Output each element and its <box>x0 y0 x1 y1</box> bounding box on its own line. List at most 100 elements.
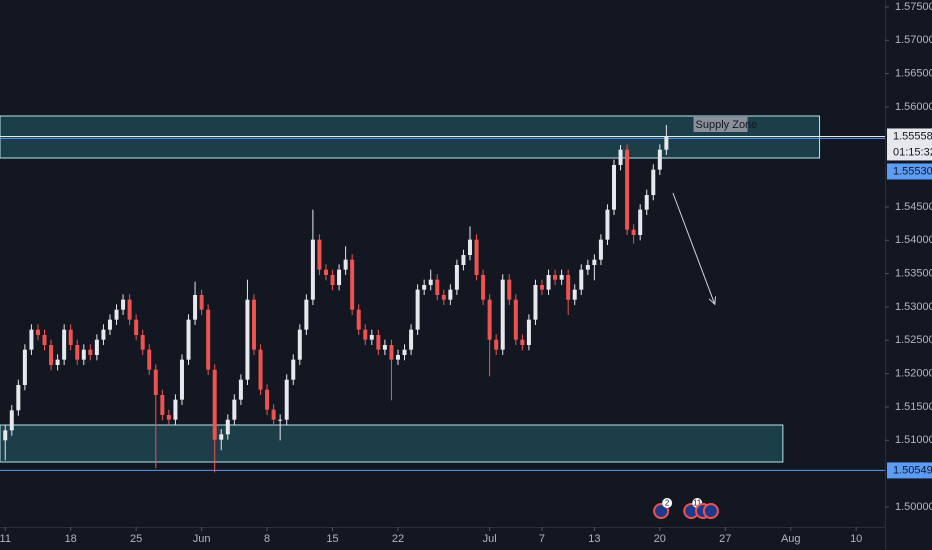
zone <box>0 115 821 159</box>
x-tick-label: 25 <box>130 533 142 545</box>
candle-body <box>500 279 505 350</box>
price-label: 1.55530 <box>893 165 932 177</box>
x-tick-label: 11 <box>0 533 11 545</box>
event-icon <box>702 503 719 519</box>
candle-body <box>166 415 171 420</box>
candle-body <box>107 319 112 330</box>
candle-body <box>422 285 427 290</box>
candle-body <box>481 275 486 300</box>
y-tick-label: 1.52500 <box>895 334 932 346</box>
y-tick-label: 1.50000 <box>895 501 932 513</box>
candle-body <box>291 359 296 380</box>
candle-body <box>206 309 211 370</box>
event-count: 11 <box>693 499 702 508</box>
y-tick-label: 1.56000 <box>895 101 932 113</box>
candle-body <box>42 335 47 345</box>
arrow <box>672 192 716 305</box>
candle-body <box>435 279 440 295</box>
candle-body <box>114 309 119 320</box>
candle-body <box>81 349 86 360</box>
price-label-box <box>887 128 932 161</box>
y-tick-label: 1.51000 <box>895 434 932 446</box>
candle-body <box>265 389 270 410</box>
candle-body <box>618 149 623 165</box>
candle-body <box>88 349 93 355</box>
y-tick-label: 1.57500 <box>895 1 932 13</box>
candle-body <box>572 289 577 300</box>
candle-body <box>395 355 400 360</box>
candle-body <box>389 345 394 360</box>
candle-body <box>402 349 407 355</box>
candle-body <box>337 269 342 285</box>
candle-body <box>566 275 571 300</box>
candle-body <box>657 149 662 170</box>
candle-body <box>559 275 564 280</box>
x-tick-label: 7 <box>539 533 545 545</box>
candle-body <box>62 329 67 360</box>
candle-body <box>539 285 544 290</box>
candle-body <box>9 410 14 431</box>
candle-body <box>186 319 191 360</box>
candle-body <box>382 345 387 350</box>
candle-body <box>520 339 525 345</box>
candle-body <box>638 209 643 235</box>
x-tick-label: 20 <box>654 533 666 545</box>
candle-body <box>278 419 283 421</box>
candle-body <box>612 165 617 210</box>
candle-body <box>644 195 649 210</box>
candle-body <box>284 379 289 420</box>
price-countdown: 01:15:32 <box>893 146 932 158</box>
candle-body <box>134 319 139 335</box>
y-tick-label: 1.52000 <box>895 368 932 380</box>
candle-body <box>271 409 276 420</box>
candle-body <box>363 329 368 340</box>
candle-body <box>245 299 250 380</box>
candle-body <box>22 349 27 385</box>
candle-body <box>507 279 512 300</box>
y-tick-label: 1.53000 <box>895 301 932 313</box>
candle-body <box>415 289 420 330</box>
candle-body <box>592 259 597 265</box>
candle-body <box>651 169 656 195</box>
zone <box>0 424 784 463</box>
x-tick-label: 10 <box>850 533 862 545</box>
x-tick-label: 15 <box>326 533 338 545</box>
candle-body <box>75 345 80 360</box>
candle-body <box>179 359 184 400</box>
x-tick-label: 22 <box>392 533 404 545</box>
candle-body <box>49 345 54 365</box>
candle-body <box>251 299 256 350</box>
candle-body <box>376 335 381 350</box>
candle-body <box>526 319 531 345</box>
candle-body <box>297 329 302 360</box>
candle-body <box>317 239 322 270</box>
candle-body <box>121 299 126 310</box>
price-label: 1.50549 <box>893 464 932 476</box>
candle-body <box>428 279 433 285</box>
candle-body <box>585 265 590 270</box>
candle-body <box>16 385 21 411</box>
candle-body <box>467 239 472 255</box>
candle-body <box>441 295 446 300</box>
candle-body <box>330 275 335 285</box>
candle-body <box>323 269 328 275</box>
zone-label: Supply Zone <box>696 119 758 131</box>
y-tick-label: 1.57000 <box>895 34 932 46</box>
candle-body <box>3 430 8 441</box>
y-tick-label: 1.56500 <box>895 68 932 80</box>
candle-body <box>219 434 224 440</box>
candle-body <box>147 349 152 370</box>
event-badge <box>662 498 673 508</box>
candle-body <box>193 295 198 320</box>
candle-body <box>343 259 348 270</box>
candle-body <box>101 329 106 340</box>
candle-body <box>94 339 99 355</box>
candle-body <box>546 275 551 290</box>
candle-body <box>487 299 492 340</box>
zone-label-box <box>693 117 748 132</box>
candle-body <box>533 285 538 320</box>
candle-body <box>356 309 361 330</box>
candle-body <box>55 359 60 365</box>
